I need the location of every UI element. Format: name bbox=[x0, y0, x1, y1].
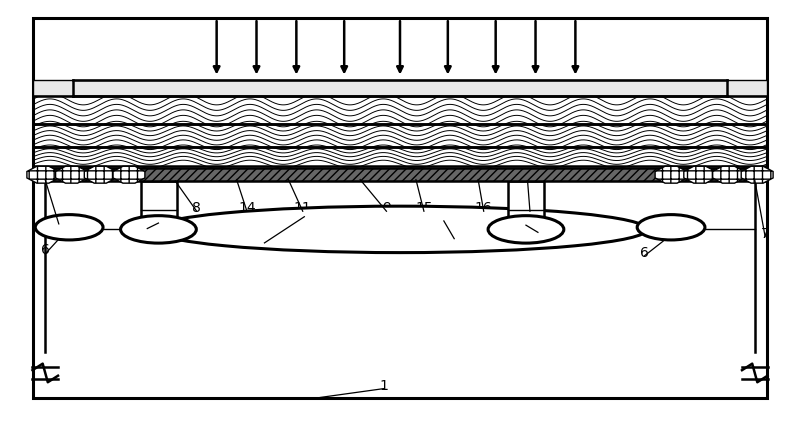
Text: 13: 13 bbox=[521, 201, 538, 215]
Bar bbox=[34, 18, 766, 398]
Polygon shape bbox=[713, 166, 744, 183]
Polygon shape bbox=[655, 166, 687, 183]
Text: 5: 5 bbox=[143, 219, 152, 233]
Polygon shape bbox=[84, 166, 116, 183]
Text: 9: 9 bbox=[382, 201, 391, 215]
Text: 3: 3 bbox=[595, 214, 604, 228]
Bar bbox=[508, 181, 543, 219]
Text: 4: 4 bbox=[403, 224, 412, 238]
Text: 16: 16 bbox=[475, 201, 493, 215]
Text: 1: 1 bbox=[380, 379, 389, 393]
Text: 8: 8 bbox=[192, 201, 201, 215]
Text: 7: 7 bbox=[761, 227, 770, 241]
Polygon shape bbox=[684, 166, 716, 183]
Text: 10: 10 bbox=[446, 229, 463, 243]
Text: 14: 14 bbox=[238, 201, 256, 215]
Text: 15: 15 bbox=[415, 201, 433, 215]
Polygon shape bbox=[55, 166, 87, 183]
Bar bbox=[34, 79, 766, 96]
Polygon shape bbox=[27, 166, 58, 183]
Ellipse shape bbox=[121, 215, 196, 243]
Text: 11: 11 bbox=[294, 201, 312, 215]
Bar bbox=[141, 181, 177, 219]
Polygon shape bbox=[742, 166, 773, 183]
Ellipse shape bbox=[35, 215, 103, 240]
Polygon shape bbox=[113, 166, 145, 183]
Text: 6: 6 bbox=[640, 246, 649, 260]
Ellipse shape bbox=[637, 215, 705, 240]
Text: 5: 5 bbox=[534, 222, 542, 236]
Text: 3: 3 bbox=[54, 214, 63, 228]
Ellipse shape bbox=[488, 215, 564, 243]
Text: 6: 6 bbox=[41, 244, 50, 258]
Text: 2: 2 bbox=[260, 233, 269, 247]
Ellipse shape bbox=[153, 206, 647, 252]
Bar bbox=[34, 168, 766, 181]
